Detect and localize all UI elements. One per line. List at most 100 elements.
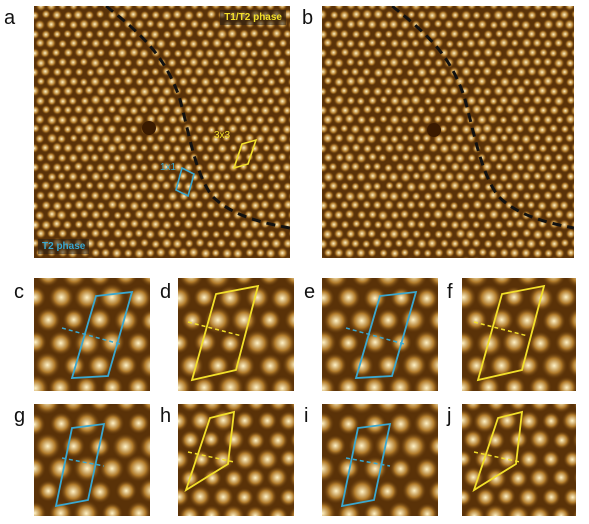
stm-atom (244, 285, 270, 310)
stm-atom (322, 8, 328, 21)
stm-lattice-e (322, 278, 438, 391)
stm-atom (34, 60, 35, 67)
stm-atom (382, 238, 394, 250)
stm-atom (394, 104, 404, 115)
stm-atom (356, 96, 366, 106)
stm-atom (414, 286, 438, 311)
stm-atom (167, 247, 178, 258)
stm-atom (570, 142, 574, 153)
stm-atom (389, 38, 400, 49)
stm-atom (246, 430, 266, 451)
stm-atom (116, 47, 129, 59)
stm-atom (528, 428, 551, 451)
stm-atom (374, 431, 402, 460)
stm-atom (494, 29, 504, 39)
stm-atom (283, 278, 294, 288)
stm-atom (406, 10, 416, 20)
stm-atom (413, 329, 438, 356)
stm-atom (462, 360, 463, 371)
stm-atom (144, 6, 157, 12)
stm-atom (475, 487, 496, 508)
stm-atom (34, 257, 39, 258)
stm-atom (249, 180, 259, 191)
stm-atom (423, 191, 433, 202)
stm-atom (40, 86, 51, 97)
stm-atom (117, 237, 129, 249)
stm-atom (124, 115, 134, 125)
stm-atom (84, 219, 96, 230)
stm-atom (57, 152, 68, 164)
stm-atom (363, 286, 387, 311)
stm-atom (504, 143, 517, 155)
stm-atom (498, 18, 510, 30)
stm-atom (122, 75, 134, 87)
stm-atom (40, 161, 52, 173)
stm-atom (260, 85, 272, 97)
stm-atom (494, 238, 505, 250)
stm-atom (488, 208, 500, 221)
stm-atom (282, 29, 290, 39)
stm-atom (278, 487, 294, 507)
stm-atom (404, 237, 416, 249)
stm-atom (86, 353, 112, 378)
stm-atom (161, 237, 173, 250)
stm-atom (112, 19, 122, 29)
stm-atom (46, 114, 58, 126)
stm-atom (139, 143, 149, 153)
stm-atom (277, 209, 288, 220)
stm-atom (126, 331, 150, 355)
stm-atom (516, 10, 526, 20)
stm-atom (528, 375, 552, 391)
stm-atom (151, 200, 162, 211)
stm-atom (275, 56, 288, 69)
stm-atom (189, 6, 200, 11)
stm-atom (427, 142, 439, 154)
stm-atom (443, 171, 456, 183)
stm-atom (570, 86, 574, 96)
stm-atom (177, 19, 188, 29)
stm-atom (244, 39, 254, 49)
stm-atom (166, 57, 178, 69)
stm-atom (541, 278, 566, 288)
stm-atom (160, 104, 172, 115)
stm-atom (503, 286, 526, 309)
cyan-unit-cell-a (175, 166, 195, 198)
stm-atom (46, 190, 57, 201)
stm-atom (432, 171, 444, 183)
stm-atom (559, 142, 571, 155)
stm-atom (493, 200, 504, 211)
stm-atom (516, 105, 526, 116)
overlay-h (184, 410, 236, 493)
stm-atom (51, 9, 63, 21)
stm-atom (410, 6, 422, 12)
stm-atom (266, 38, 277, 50)
stm-atom (427, 66, 438, 77)
stm-atom (34, 181, 40, 191)
stm-atom (46, 228, 57, 239)
stm-atom (562, 257, 567, 258)
stm-atom (210, 248, 221, 258)
stm-atom (122, 210, 133, 220)
stm-atom (35, 227, 47, 240)
stm-atom (133, 113, 145, 126)
stm-atom (63, 105, 73, 115)
stm-atom (561, 409, 576, 432)
stm-atom (521, 191, 532, 202)
stm-atom (542, 190, 554, 201)
stm-atom (433, 247, 445, 258)
stm-atom (51, 162, 63, 173)
stm-atom (288, 6, 290, 9)
stm-atom (514, 28, 526, 39)
yellow-diagonal-j (473, 451, 521, 463)
stm-atom (411, 191, 422, 202)
stm-atom (95, 238, 107, 250)
stm-atom (367, 76, 377, 86)
panel-letter-d: d (160, 281, 172, 303)
stm-atom (34, 78, 35, 85)
stm-atom (139, 278, 150, 287)
stm-atom (565, 152, 574, 163)
stm-atom (498, 172, 510, 183)
stm-atom (201, 505, 222, 516)
stm-atom (155, 38, 167, 50)
stm-atom (323, 478, 350, 504)
